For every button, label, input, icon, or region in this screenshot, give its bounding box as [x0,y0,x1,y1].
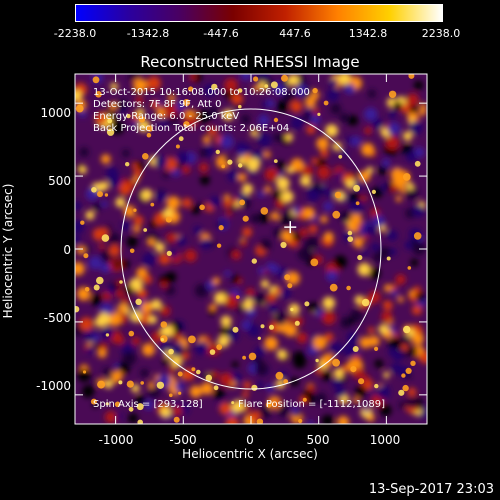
x-tick-label: 0 [246,433,254,447]
y-tick-label: -1000 [36,379,71,393]
chart-title: Reconstructed RHESSI Image [140,53,360,71]
y-tick-label: 1000 [40,106,71,120]
annotation-energy: Energy Range: 6.0 - 25.0 keV [93,111,240,122]
x-tick-label: -500 [169,433,197,447]
x-tick-label: -1000 [98,433,134,447]
annotation-detectors: Detectors: 7F 8F 9F, Att 0 [93,99,222,110]
colorbar-tick: -1342.8 [126,27,170,40]
colorbar-tick: 1342.8 [348,27,388,40]
colorbar-tick: -447.6 [203,27,239,40]
x-axis-label: Heliocentric X (arcsec) [182,447,318,461]
x-tick-label: 1000 [369,433,401,447]
annotation-spin-axis: Spin Axis = [293,128] [93,399,203,410]
annotation-flare-position: Flare Position = [-1112,1089] [238,399,386,410]
colorbar [75,4,443,22]
footer-date: 13-Sep-2017 23:03 [368,482,494,497]
colorbar-tick: 447.6 [279,27,311,40]
y-tick-label: 0 [63,243,71,257]
colorbar-tick: 2238.0 [421,27,461,40]
x-tick-label: 500 [306,433,330,447]
solar-limb-circle [120,108,382,390]
annotation-method: Back Projection Total counts: 2.06E+04 [93,123,290,134]
y-axis-label: Heliocentric Y (arcsec) [1,183,15,319]
plot-axes [74,73,428,425]
y-tick-label: 500 [48,174,71,188]
colorbar-tick: -2238.0 [53,27,97,40]
heatmap-image [75,74,427,424]
y-tick-label: -500 [43,311,71,325]
annotation-time: 13-Oct-2015 10:16:08.000 to 10:26:08.000 [93,87,310,98]
